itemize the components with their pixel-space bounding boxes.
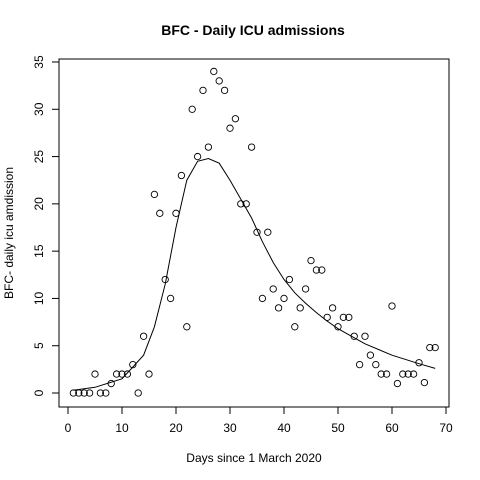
data-point [372,360,380,369]
y-tick-label: 15 [32,244,46,258]
data-point [150,190,159,199]
data-point [420,378,429,387]
x-axis-label: Days since 1 March 2020 [186,451,322,465]
data-point [85,389,94,397]
data-point [253,228,261,236]
data-point [134,389,142,397]
data-point [166,294,175,303]
data-point [258,294,267,303]
y-tick-label: 5 [32,342,46,349]
data-point [345,313,353,321]
data-point [323,313,331,321]
data-point [210,67,218,76]
x-tick-label: 30 [223,421,237,435]
data-point [382,370,391,378]
data-point [285,275,294,284]
data-point [75,389,83,397]
data-point [204,143,213,151]
x-tick-label: 50 [331,421,345,435]
y-tick-label: 20 [32,197,46,211]
data-point [199,86,207,95]
data-point [426,343,434,352]
data-point [156,209,164,217]
data-point [247,143,256,151]
data-point [350,332,358,340]
data-point [183,323,191,331]
data-point [328,304,337,312]
y-axis: 0 5 10 15 20 25 30 35 [32,55,60,396]
data-point [177,171,186,180]
data-point [291,323,299,331]
chart-title: BFC - Daily ICU admissions [161,22,345,38]
data-point [377,370,385,378]
data-point [296,304,304,312]
data-point [415,359,423,367]
y-tick-label: 10 [32,291,46,305]
data-point [366,351,375,359]
data-point [96,389,105,397]
data-point [172,209,180,217]
x-tick-label: 0 [65,421,72,435]
x-tick-label: 40 [277,421,291,435]
data-point [91,370,99,378]
data-point [118,370,126,378]
data-point [102,389,110,397]
y-axis-label: BFC- daily icu amdission [2,167,16,299]
data-point [193,152,202,161]
data-point [307,256,315,265]
x-tick-label: 10 [115,421,129,435]
data-point [404,370,412,378]
data-point [334,323,342,331]
data-point [107,379,115,388]
data-point [393,379,402,388]
data-point [301,285,310,293]
x-tick-label: 70 [439,421,453,435]
data-point [274,304,283,312]
data-point [226,124,234,132]
x-axis: 0 10 20 30 40 50 60 70 [65,406,453,435]
x-tick-label: 20 [169,421,183,435]
fitted-curve [73,157,436,391]
data-point [280,294,288,303]
data-point [231,115,240,123]
data-point [388,302,396,310]
data-point [269,285,277,293]
data-point [215,77,223,85]
data-point [431,343,439,352]
data-point [123,370,132,378]
data-point [361,332,369,340]
data-point [318,266,326,274]
data-point [399,370,407,378]
data-point [264,228,272,236]
data-point [242,200,250,208]
y-tick-label: 0 [32,389,46,396]
data-point [312,266,321,274]
data-point [145,370,153,378]
data-point [139,332,148,340]
data-point [220,86,229,95]
data-point [161,275,169,284]
data-point [112,370,121,378]
data-point [237,200,245,208]
y-tick-label: 25 [32,150,46,164]
y-tick-label: 30 [32,102,46,116]
data-point [355,360,364,369]
data-point [129,360,137,369]
data-point [69,389,78,397]
data-point [409,370,418,378]
data-point [339,313,348,321]
data-points [69,67,439,397]
x-tick-label: 60 [385,421,399,435]
data-point [188,105,196,113]
data-point [80,389,88,397]
y-tick-label: 35 [32,55,46,69]
